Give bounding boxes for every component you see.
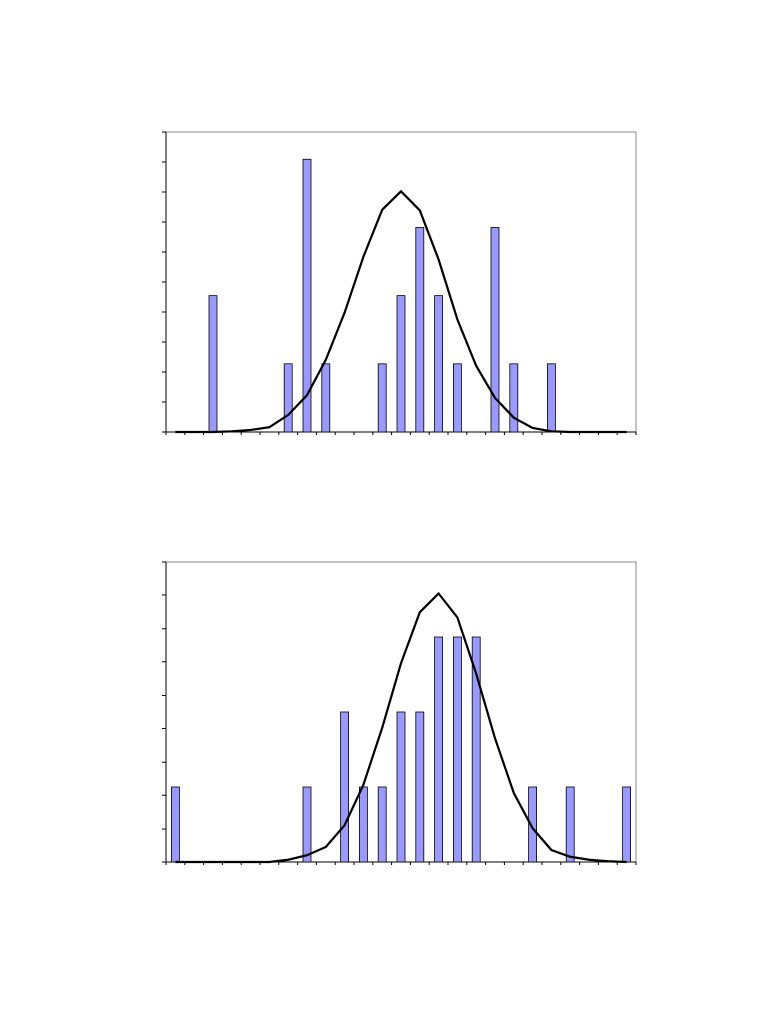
- bar: [452, 363, 462, 433]
- bar: [471, 636, 481, 863]
- bar: [283, 363, 293, 433]
- bar: [358, 786, 368, 863]
- bar: [208, 295, 218, 433]
- bar: [452, 636, 462, 863]
- bar: [302, 158, 312, 433]
- curve: [175, 591, 627, 864]
- bar: [415, 711, 425, 863]
- bar: [622, 786, 631, 863]
- bar: [396, 295, 406, 433]
- bar: [396, 711, 406, 863]
- bar: [170, 786, 180, 863]
- bar: [415, 227, 425, 433]
- curve: [175, 189, 627, 434]
- bar: [509, 363, 519, 433]
- bar: [547, 363, 556, 433]
- bar: [302, 786, 312, 863]
- bar: [340, 711, 350, 863]
- bar: [434, 295, 444, 433]
- bar: [565, 786, 575, 863]
- bar: [528, 786, 537, 863]
- bar: [321, 363, 331, 433]
- bar: [377, 786, 387, 863]
- bar: [434, 636, 444, 863]
- bar: [377, 363, 387, 433]
- bar: [490, 227, 500, 433]
